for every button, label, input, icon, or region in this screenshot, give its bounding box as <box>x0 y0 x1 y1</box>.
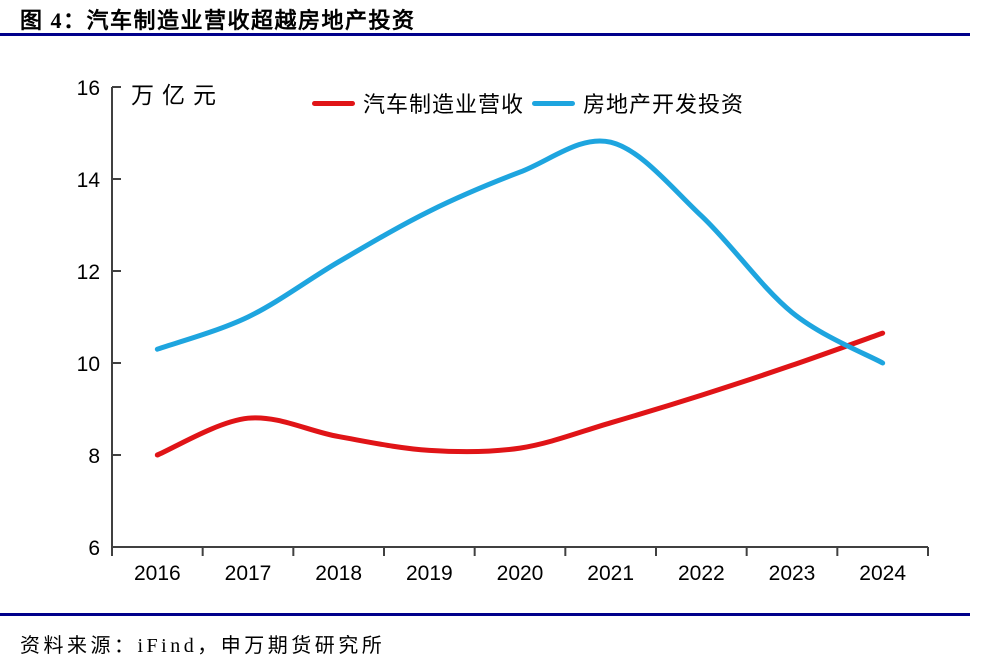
y-tick-label: 6 <box>88 537 100 560</box>
x-tick-label: 2019 <box>406 562 453 585</box>
red-line-swatch-icon <box>312 100 355 106</box>
blue-line-swatch-icon <box>532 100 576 106</box>
y-tick-label: 16 <box>77 77 100 100</box>
x-tick-label: 2020 <box>497 562 544 585</box>
y-tick-label: 10 <box>77 353 100 376</box>
x-tick-label: 2023 <box>769 562 816 585</box>
y-tick-label: 8 <box>88 445 100 468</box>
line-chart: 6 8 10 12 14 16 2016 2017 2018 2019 2020 2021 2022 20… <box>77 77 929 585</box>
x-tick-label: 2018 <box>315 562 362 585</box>
y-axis-unit-label: 万亿元 <box>131 82 224 108</box>
series-line-1 <box>154 138 886 366</box>
title-divider <box>0 33 970 36</box>
x-tick-label: 2017 <box>225 562 272 585</box>
source-note: 资料来源：iFind，申万期货研究所 <box>20 635 386 657</box>
legend-label-real-estate: 房地产开发投资 <box>583 92 745 117</box>
legend-label-auto-revenue: 汽车制造业营收 <box>363 92 525 117</box>
x-tick-label: 2021 <box>587 562 634 585</box>
x-tick-label: 2024 <box>859 562 906 585</box>
y-tick-label: 12 <box>77 261 100 284</box>
legend-item-real-estate: 房地产开发投资 <box>532 87 744 119</box>
legend-item-auto-revenue: 汽车制造业营收 <box>312 87 524 119</box>
y-tick-label: 14 <box>77 169 101 192</box>
series-line-0 <box>154 330 886 458</box>
x-tick-label: 2016 <box>134 562 181 585</box>
figure-title: 图 4：汽车制造业营收超越房地产投资 <box>20 8 416 33</box>
source-divider <box>0 613 970 616</box>
x-tick-label: 2022 <box>678 562 725 585</box>
chart-legend: 汽车制造业营收 房地产开发投资 <box>312 87 744 119</box>
